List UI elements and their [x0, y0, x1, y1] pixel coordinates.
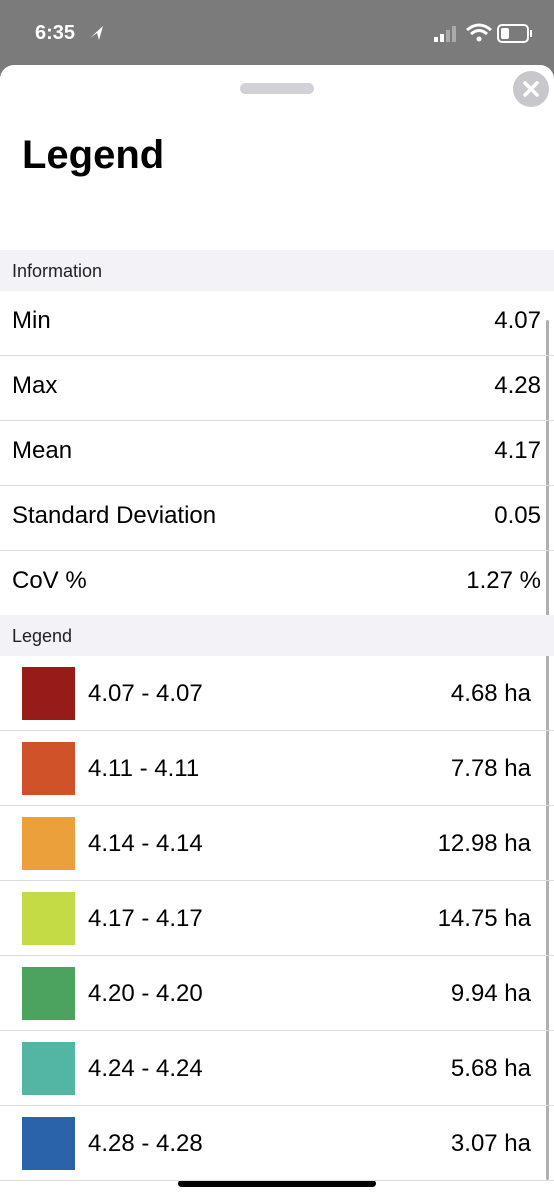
legend-range: 4.24 - 4.24 [88, 1055, 203, 1082]
legend-area: 3.07 ha [450, 1130, 531, 1157]
color-swatch [22, 1042, 75, 1095]
legend-area: 12.98 ha [437, 830, 531, 857]
section-title: Legend [12, 626, 73, 646]
scroll-indicator [546, 320, 549, 1180]
info-row: CoV % 1.27 % [0, 551, 554, 616]
status-icons [90, 23, 532, 43]
color-swatch [22, 817, 75, 870]
status-bar: 6:35 [0, 0, 554, 65]
sheet: Legend Information Min 4.07 Max 4.28 Mean 4.17… [0, 65, 554, 1200]
color-swatch [22, 667, 75, 720]
info-row: Min 4.07 [0, 291, 554, 356]
legend-row: 4.11 - 4.11 7.78 ha [0, 731, 554, 806]
info-label: Standard Deviation [12, 502, 217, 529]
legend-range: 4.14 - 4.14 [88, 830, 203, 857]
title: Legend [22, 133, 165, 177]
legend-range: 4.07 - 4.07 [88, 680, 203, 707]
close-button[interactable] [513, 71, 549, 107]
legend-range: 4.20 - 4.20 [88, 980, 203, 1007]
info-value: 4.07 [494, 307, 541, 334]
legend-range: 4.11 - 4.11 [88, 755, 200, 782]
legend-row: 4.07 - 4.07 4.68 ha [0, 656, 554, 731]
legend-row: 4.17 - 4.17 14.75 ha [0, 881, 554, 956]
info-row: Max 4.28 [0, 356, 554, 421]
legend-area: 4.68 ha [450, 680, 531, 707]
info-value: 0.05 [494, 502, 541, 529]
legend-area: 7.78 ha [450, 755, 531, 782]
info-value: 4.17 [494, 437, 541, 464]
section-header: Information [0, 250, 554, 291]
info-row: Mean 4.17 [0, 421, 554, 486]
section-header: Legend [0, 615, 554, 656]
legend-row: 4.20 - 4.20 9.94 ha [0, 956, 554, 1031]
legend-area: 9.94 ha [450, 980, 531, 1007]
close-icon [523, 81, 539, 97]
info-label: Max [12, 372, 58, 399]
info-label: CoV % [12, 567, 87, 594]
color-swatch [22, 742, 75, 795]
info-value: 4.28 [494, 372, 541, 399]
legend-area: 5.68 ha [450, 1055, 531, 1082]
info-label: Mean [12, 437, 73, 464]
legend-row: 4.28 - 4.28 3.07 ha [0, 1106, 554, 1181]
info-row: Standard Deviation 0.05 [0, 486, 554, 551]
legend-row: 4.14 - 4.14 12.98 ha [0, 806, 554, 881]
legend-area: 14.75 ha [437, 905, 531, 932]
color-swatch [22, 892, 75, 945]
grabber[interactable] [240, 83, 314, 94]
color-swatch [22, 967, 75, 1020]
info-label: Min [12, 307, 51, 334]
home-indicator [178, 1180, 376, 1187]
legend-range: 4.28 - 4.28 [88, 1130, 203, 1157]
status-time: 6:35 [35, 22, 76, 44]
legend-row: 4.24 - 4.24 5.68 ha [0, 1031, 554, 1106]
color-swatch [22, 1117, 75, 1170]
section-title: Information [12, 261, 103, 281]
legend-range: 4.17 - 4.17 [88, 905, 203, 932]
info-value: 1.27 % [466, 567, 541, 594]
